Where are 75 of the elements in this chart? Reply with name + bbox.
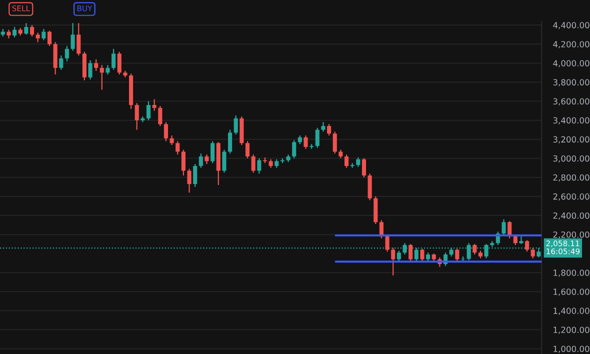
candlestick	[64, 45, 70, 62]
candlestick	[94, 58, 98, 72]
candlestick	[112, 48, 116, 70]
candlestick	[222, 149, 226, 174]
y-tick-label: 2,400.00	[553, 212, 590, 220]
candlestick	[502, 218, 506, 236]
candlestick	[76, 22, 81, 56]
candlestick	[176, 140, 180, 156]
candlestick	[187, 168, 192, 194]
candlestick	[472, 243, 477, 256]
candlestick	[36, 32, 40, 43]
candlestick	[82, 51, 86, 81]
candlestick	[117, 51, 122, 76]
candlestick	[525, 240, 530, 252]
candlestick	[53, 42, 58, 76]
candlestick	[24, 22, 28, 36]
candlestick	[210, 140, 215, 164]
y-tick-label: 2,800.00	[553, 174, 590, 182]
candlestick	[106, 64, 110, 76]
candlestick	[152, 98, 156, 112]
y-tick-label: 1,000.00	[554, 346, 590, 353]
candlestick	[391, 247, 396, 276]
candlestick	[332, 131, 337, 154]
y-tick-label: 3,800.00	[553, 79, 590, 86]
candlestick	[30, 24, 34, 38]
candlestick	[368, 173, 372, 201]
candlestick	[59, 54, 64, 70]
candlestick	[304, 134, 308, 150]
candlestick	[321, 122, 326, 132]
candlestick	[164, 122, 168, 142]
candlestick	[42, 28, 46, 41]
candlestick	[315, 127, 320, 148]
candlestick	[420, 248, 424, 262]
candlestick	[396, 250, 401, 262]
y-tick-label: 2,600.00	[553, 193, 590, 201]
y-tick-label: 1,600.00	[554, 288, 590, 296]
candlestick	[88, 60, 92, 80]
candlestick	[146, 100, 151, 121]
candlestick	[193, 164, 198, 188]
candlestick	[204, 154, 209, 165]
candlestick	[327, 124, 332, 136]
candlestick	[245, 140, 250, 159]
candlestick	[47, 30, 52, 47]
candlestick	[408, 243, 413, 262]
y-tick-label: 3,600.00	[553, 98, 590, 106]
candlestick	[257, 158, 262, 174]
y-tick-label: 3,000.00	[553, 155, 590, 162]
candlestick	[292, 140, 296, 159]
candlestick	[519, 236, 524, 245]
candlestick	[455, 248, 460, 262]
candlestick	[251, 154, 256, 174]
candlestick	[362, 158, 366, 178]
candlestick	[374, 196, 378, 225]
y-tick-label: 1,200.00	[554, 326, 590, 334]
candlestick	[530, 247, 535, 259]
y-tick-label: 3,400.00	[553, 117, 590, 124]
y-tick-label: 1,400.00	[554, 308, 590, 315]
y-tick-label: 1,800.00	[554, 270, 590, 277]
candlestick	[100, 64, 104, 90]
candlestick	[170, 134, 174, 146]
candlestick	[234, 114, 238, 136]
y-tick-label: 4,000.00	[553, 60, 590, 68]
y-tick-label: 3,200.00	[553, 136, 590, 144]
y-tick-label: 4,400.00	[553, 22, 590, 30]
candlestick	[12, 26, 17, 38]
y-tick-label: 4,200.00	[553, 41, 590, 48]
candlestick	[181, 149, 186, 176]
candlestick	[158, 105, 162, 127]
candlestick	[198, 153, 203, 168]
candlestick	[70, 22, 75, 52]
candlestick	[228, 129, 232, 154]
candlestick	[356, 156, 360, 168]
y-tick-label: 2,200.00	[553, 231, 590, 239]
candlestick	[344, 154, 349, 168]
candlestick	[134, 102, 139, 130]
